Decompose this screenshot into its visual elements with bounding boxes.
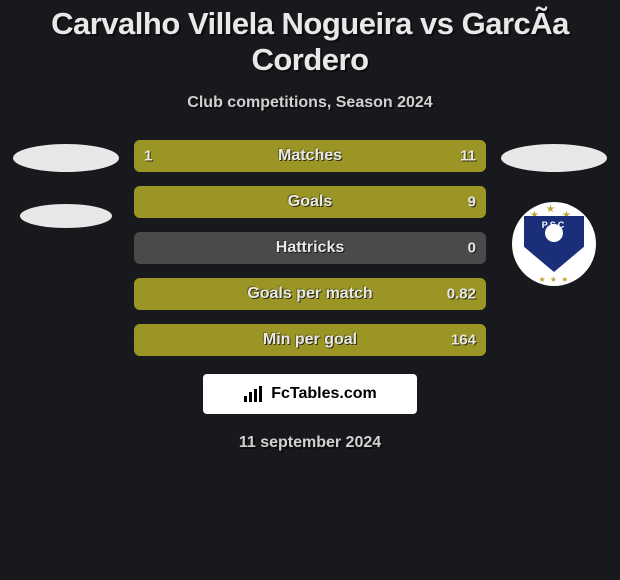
stat-label: Min per goal (263, 331, 357, 349)
stat-row-mpg: Min per goal 164 (134, 324, 486, 356)
attribution-text: FcTables.com (271, 385, 377, 403)
stat-left-value: 1 (144, 148, 152, 165)
left-player-token-2 (20, 204, 112, 228)
stat-right-value: 9 (468, 194, 476, 211)
stat-right-value: 11 (460, 148, 476, 165)
right-player-column: ★ ★ ★ PSC ★ ★ ★ (494, 140, 614, 356)
stat-label: Hattricks (276, 239, 344, 257)
stat-label: Goals per match (247, 285, 372, 303)
comparison-title: Carvalho Villela Nogueira vs GarcÃ­a Cor… (0, 0, 620, 78)
chart-icon (243, 385, 265, 403)
left-player-column (6, 140, 126, 356)
stat-row-hattricks: Hattricks 0 (134, 232, 486, 264)
stat-label: Goals (288, 193, 332, 211)
comparison-content: 1 Matches 11 Goals 9 Hattricks 0 Goals p… (0, 140, 620, 356)
stars-bottom-icon: ★ ★ ★ (512, 275, 596, 284)
logo-inner-circle (545, 224, 563, 242)
stat-label: Matches (278, 147, 342, 165)
stat-row-gpm: Goals per match 0.82 (134, 278, 486, 310)
stat-right-value: 164 (451, 332, 476, 349)
stats-bars: 1 Matches 11 Goals 9 Hattricks 0 Goals p… (126, 140, 494, 356)
season-subtitle: Club competitions, Season 2024 (0, 94, 620, 112)
date-label: 11 september 2024 (0, 434, 620, 452)
star-icon: ★ (546, 204, 555, 215)
stat-right-value: 0 (468, 240, 476, 257)
stat-row-matches: 1 Matches 11 (134, 140, 486, 172)
stat-row-goals: Goals 9 (134, 186, 486, 218)
stat-right-value: 0.82 (447, 286, 476, 303)
right-player-token (501, 144, 607, 172)
left-player-token-1 (13, 144, 119, 172)
right-club-logo: ★ ★ ★ PSC ★ ★ ★ (512, 202, 596, 286)
attribution-badge[interactable]: FcTables.com (203, 374, 417, 414)
